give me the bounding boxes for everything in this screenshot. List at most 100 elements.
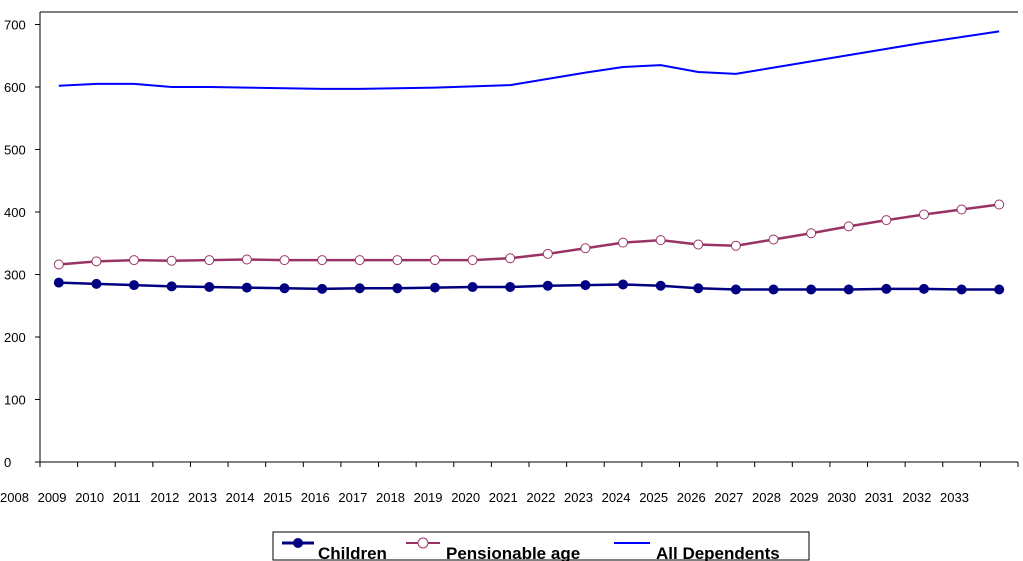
data-point-children [618, 279, 629, 290]
data-point-children [241, 282, 252, 293]
data-point-children [843, 284, 854, 295]
y-tick-label: 700 [4, 18, 26, 33]
data-point-pensionable-age [843, 221, 854, 232]
data-point-pensionable-age [241, 254, 252, 265]
data-point-pensionable-age [129, 255, 140, 266]
y-tick-label: 500 [4, 143, 26, 158]
x-tick-label: 2018 [376, 490, 405, 505]
data-point-pensionable-age [580, 243, 591, 254]
legend-label-children: Children [318, 544, 387, 561]
legend-label-all-dependents: All Dependents [656, 544, 780, 561]
x-tick-label: 2016 [301, 490, 330, 505]
series-line-children [58, 281, 1000, 291]
data-point-children [693, 283, 704, 294]
x-tick-label: 2024 [602, 490, 631, 505]
data-point-children [655, 280, 666, 291]
data-point-children [505, 282, 516, 292]
x-tick-label: 2028 [752, 490, 781, 505]
legend-marker-pensionable-age [417, 537, 429, 549]
data-point-pensionable-age [618, 237, 629, 248]
data-point-pensionable-age [166, 255, 177, 266]
x-tick-label: 2008 [0, 490, 29, 505]
series-pensionable-age [53, 199, 1005, 270]
series-layer [53, 30, 1005, 295]
data-point-pensionable-age [467, 255, 478, 266]
x-tick-label: 2011 [113, 490, 141, 505]
data-point-children [392, 283, 403, 294]
data-point-children [166, 281, 177, 292]
data-point-pensionable-age [91, 256, 102, 267]
data-point-pensionable-age [279, 255, 290, 266]
data-point-children [580, 280, 591, 291]
legend-item-pensionable-age: Pensionable age [406, 537, 580, 561]
y-tick-label: 200 [4, 330, 26, 345]
legend-item-all-dependents: All Dependents [614, 542, 780, 561]
data-point-pensionable-age [655, 235, 666, 246]
data-point-children [279, 283, 290, 294]
data-point-children [768, 284, 779, 295]
legend-box [272, 531, 810, 561]
data-point-pensionable-age [53, 259, 64, 270]
data-point-pensionable-age [918, 209, 929, 220]
y-tick-label: 300 [4, 268, 26, 283]
y-tick-label: 0 [4, 455, 11, 470]
data-point-children [881, 283, 892, 294]
data-point-pensionable-age [392, 255, 403, 266]
data-point-children [129, 280, 140, 291]
y-tick-label: 600 [4, 80, 26, 95]
data-point-pensionable-age [881, 215, 892, 226]
series-line-all-dependents [58, 30, 1000, 90]
data-point-children [467, 282, 478, 292]
x-axis-ticks: 2008 2009 2010 2011 2012 2013 2014 2015 2016 2017… [0, 462, 1019, 505]
data-point-children [956, 284, 967, 295]
data-point-pensionable-age [994, 199, 1005, 210]
data-point-children [806, 284, 817, 295]
data-point-pensionable-age [806, 228, 817, 239]
data-point-pensionable-age [768, 234, 779, 245]
y-tick-label: 100 [4, 393, 26, 408]
x-tick-label: 2012 [150, 490, 179, 505]
data-point-pensionable-age [354, 255, 365, 266]
x-tick-label: 2027 [714, 490, 743, 505]
x-tick-label: 2026 [677, 490, 706, 505]
legend-marker-children [293, 538, 303, 548]
data-point-pensionable-age [204, 255, 215, 266]
x-tick-label: 2025 [639, 490, 668, 505]
x-tick-label: 2015 [263, 490, 292, 505]
x-tick-label: 2022 [526, 490, 555, 505]
series-all-dependents [58, 30, 1000, 90]
x-tick-label: 2030 [827, 490, 856, 505]
x-tick-label: 2021 [489, 490, 518, 505]
x-tick-label: 2020 [451, 490, 480, 505]
data-point-children [354, 283, 365, 294]
data-point-children [204, 282, 215, 292]
y-axis-ticks: 0 100 200 300 400 500 600 700 [4, 18, 40, 470]
data-point-pensionable-age [505, 253, 516, 264]
data-point-pensionable-age [730, 240, 741, 251]
x-tick-label: 2029 [790, 490, 819, 505]
data-point-children [91, 278, 102, 289]
x-tick-label: 2013 [188, 490, 217, 505]
data-point-children [429, 282, 440, 293]
data-point-children [994, 284, 1005, 295]
data-point-pensionable-age [317, 255, 328, 266]
x-tick-label: 2017 [338, 490, 367, 505]
data-point-children [317, 283, 328, 294]
x-tick-label: 2010 [75, 490, 104, 505]
data-point-children [542, 280, 553, 291]
data-point-children [53, 277, 64, 288]
x-tick-label: 2023 [564, 490, 593, 505]
x-tick-label: 2014 [226, 490, 255, 505]
data-point-pensionable-age [542, 248, 553, 259]
y-tick-label: 400 [4, 205, 26, 220]
series-line-pensionable-age [58, 203, 1000, 266]
x-tick-label: 2032 [902, 490, 931, 505]
legend: Children Pensionable age All Dependents [272, 531, 810, 561]
data-point-pensionable-age [429, 255, 440, 266]
data-point-children [918, 283, 929, 294]
legend-item-children: Children [282, 538, 387, 561]
x-tick-label: 2019 [414, 490, 443, 505]
series-children [53, 277, 1005, 295]
